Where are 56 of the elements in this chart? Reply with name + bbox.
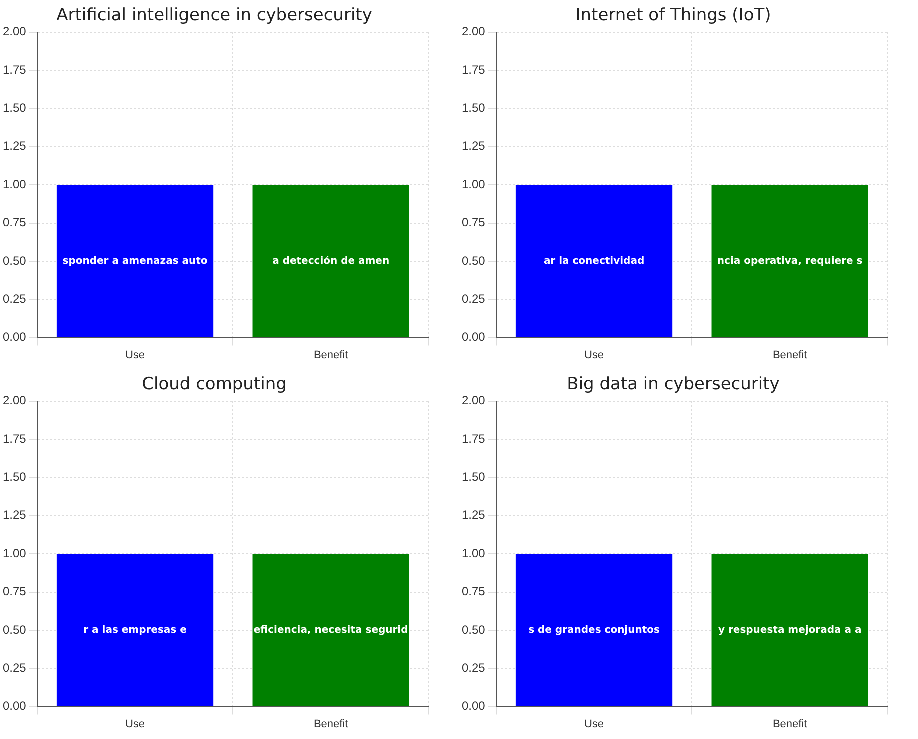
y-tick-label: 1.75 [462,432,486,446]
annotation: ncia operativa, requiere s [717,256,863,268]
y-tick-label: 1.00 [2,177,27,192]
x-tick-label: Use [584,718,604,730]
y-tick-label: 1.75 [2,62,27,77]
y-tick-label: 0.00 [462,699,486,714]
y-tick-label: 0.50 [462,254,486,268]
x-tick-label: Benefit [772,718,808,730]
y-tick-label: 0.75 [462,216,486,230]
x-tick-label: Use [125,718,146,730]
y-tick-label: 1.25 [462,508,486,522]
y-tick-label: 1.25 [2,139,27,154]
y-tick-label: 1.50 [462,101,486,116]
chart-title: Cloud computing [142,374,287,395]
y-tick-label: 1.00 [462,177,486,192]
y-tick-label: 2.00 [462,394,486,408]
x-tick-label: Benefit [314,349,348,362]
y-tick-label: 0.25 [462,660,486,675]
y-tick-label: 1.25 [462,139,486,154]
x-tick-label: Use [584,349,604,362]
y-tick-label: 0.00 [2,699,27,714]
x-tick-label: Benefit [772,349,808,362]
y-tick-label: 0.50 [2,622,27,637]
y-tick-label: 0.75 [2,216,27,230]
y-tick-label: 0.00 [2,330,27,344]
y-tick-label: 0.25 [2,292,27,306]
y-tick-label: 1.75 [2,432,27,446]
y-tick-label: 1.50 [2,470,27,484]
y-tick-label: 0.75 [462,584,486,599]
annotation: y respuesta mejorada a a [718,625,862,636]
y-tick-label: 1.75 [462,62,486,77]
annotation: r a las empresas e [84,625,188,636]
y-tick-label: 2.00 [2,24,27,39]
chart-title: Internet of Things (IoT) [576,6,772,26]
y-tick-label: 2.00 [462,24,486,39]
x-tick-label: Use [125,349,146,362]
x-tick-label: Benefit [314,718,348,730]
y-tick-label: 0.50 [2,254,27,268]
y-tick-label: 0.25 [462,292,486,306]
annotation: eficiencia, necesita segurid [254,625,408,636]
annotation: sponder a amenazas auto [62,256,208,268]
chart-title: Big data in cybersecurity [567,374,780,395]
y-tick-label: 2.00 [2,394,27,408]
y-tick-label: 1.50 [2,101,27,116]
y-tick-label: 0.00 [462,330,486,344]
y-tick-label: 1.00 [2,546,27,560]
y-tick-label: 0.25 [2,660,27,675]
chart-title: Artificial intelligence in cybersecurity [56,6,372,26]
y-tick-label: 1.25 [2,508,27,522]
annotation: a detección de amen [272,256,390,268]
y-tick-label: 0.75 [2,584,27,599]
y-tick-label: 1.00 [462,546,486,560]
y-tick-label: 1.50 [462,470,486,484]
y-tick-label: 0.50 [462,622,486,637]
annotation: s de grandes conjuntos [528,625,660,636]
annotation: ar la conectividad [544,256,645,268]
